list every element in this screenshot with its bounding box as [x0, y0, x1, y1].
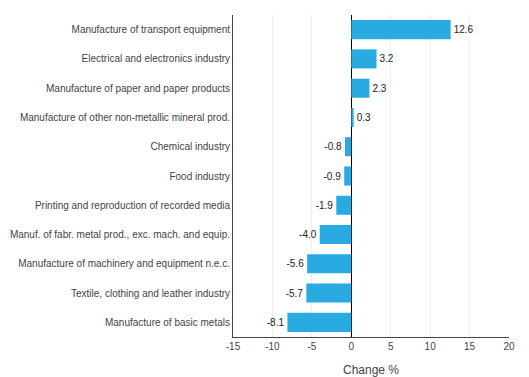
svg-text:Printing and reproduction of r: Printing and reproduction of recorded me…	[35, 200, 231, 211]
svg-text:-15: -15	[226, 341, 241, 352]
svg-text:-8.1: -8.1	[267, 317, 285, 328]
svg-text:10: 10	[425, 341, 437, 352]
svg-text:Manufacture of paper and paper: Manufacture of paper and paper products	[46, 83, 230, 94]
svg-text:5: 5	[388, 341, 394, 352]
svg-text:Textile, clothing and leather: Textile, clothing and leather industry	[71, 288, 230, 299]
svg-text:Manuf. of fabr. metal prod., e: Manuf. of fabr. metal prod., exc. mach. …	[10, 229, 230, 240]
svg-text:-5.7: -5.7	[286, 288, 304, 299]
svg-text:-0.9: -0.9	[324, 171, 342, 182]
svg-text:12.6: 12.6	[454, 24, 474, 35]
svg-text:-0.8: -0.8	[324, 141, 342, 152]
svg-text:Manufacture of basic metals: Manufacture of basic metals	[105, 317, 230, 328]
svg-text:Change %: Change %	[343, 363, 399, 377]
svg-text:-5: -5	[307, 341, 316, 352]
svg-text:Chemical industry: Chemical industry	[151, 141, 230, 152]
svg-text:15: 15	[464, 341, 476, 352]
svg-text:2.3: 2.3	[372, 83, 386, 94]
svg-text:Manufacture of other non-metal: Manufacture of other non-metallic minera…	[20, 112, 230, 123]
svg-text:3.2: 3.2	[380, 53, 394, 64]
svg-text:-10: -10	[265, 341, 280, 352]
svg-text:-4.0: -4.0	[299, 229, 317, 240]
svg-text:20: 20	[503, 341, 515, 352]
svg-text:Manufacture of transport equip: Manufacture of transport equipment	[72, 24, 231, 35]
svg-text:-1.9: -1.9	[316, 200, 334, 211]
svg-text:Electrical and electronics ind: Electrical and electronics industry	[82, 53, 230, 64]
svg-text:Food industry: Food industry	[169, 171, 230, 182]
svg-text:0: 0	[349, 341, 355, 352]
svg-text:Manufacture of machinery and e: Manufacture of machinery and equipment n…	[18, 258, 230, 269]
svg-text:-5.6: -5.6	[286, 258, 304, 269]
svg-text:0.3: 0.3	[357, 112, 371, 123]
